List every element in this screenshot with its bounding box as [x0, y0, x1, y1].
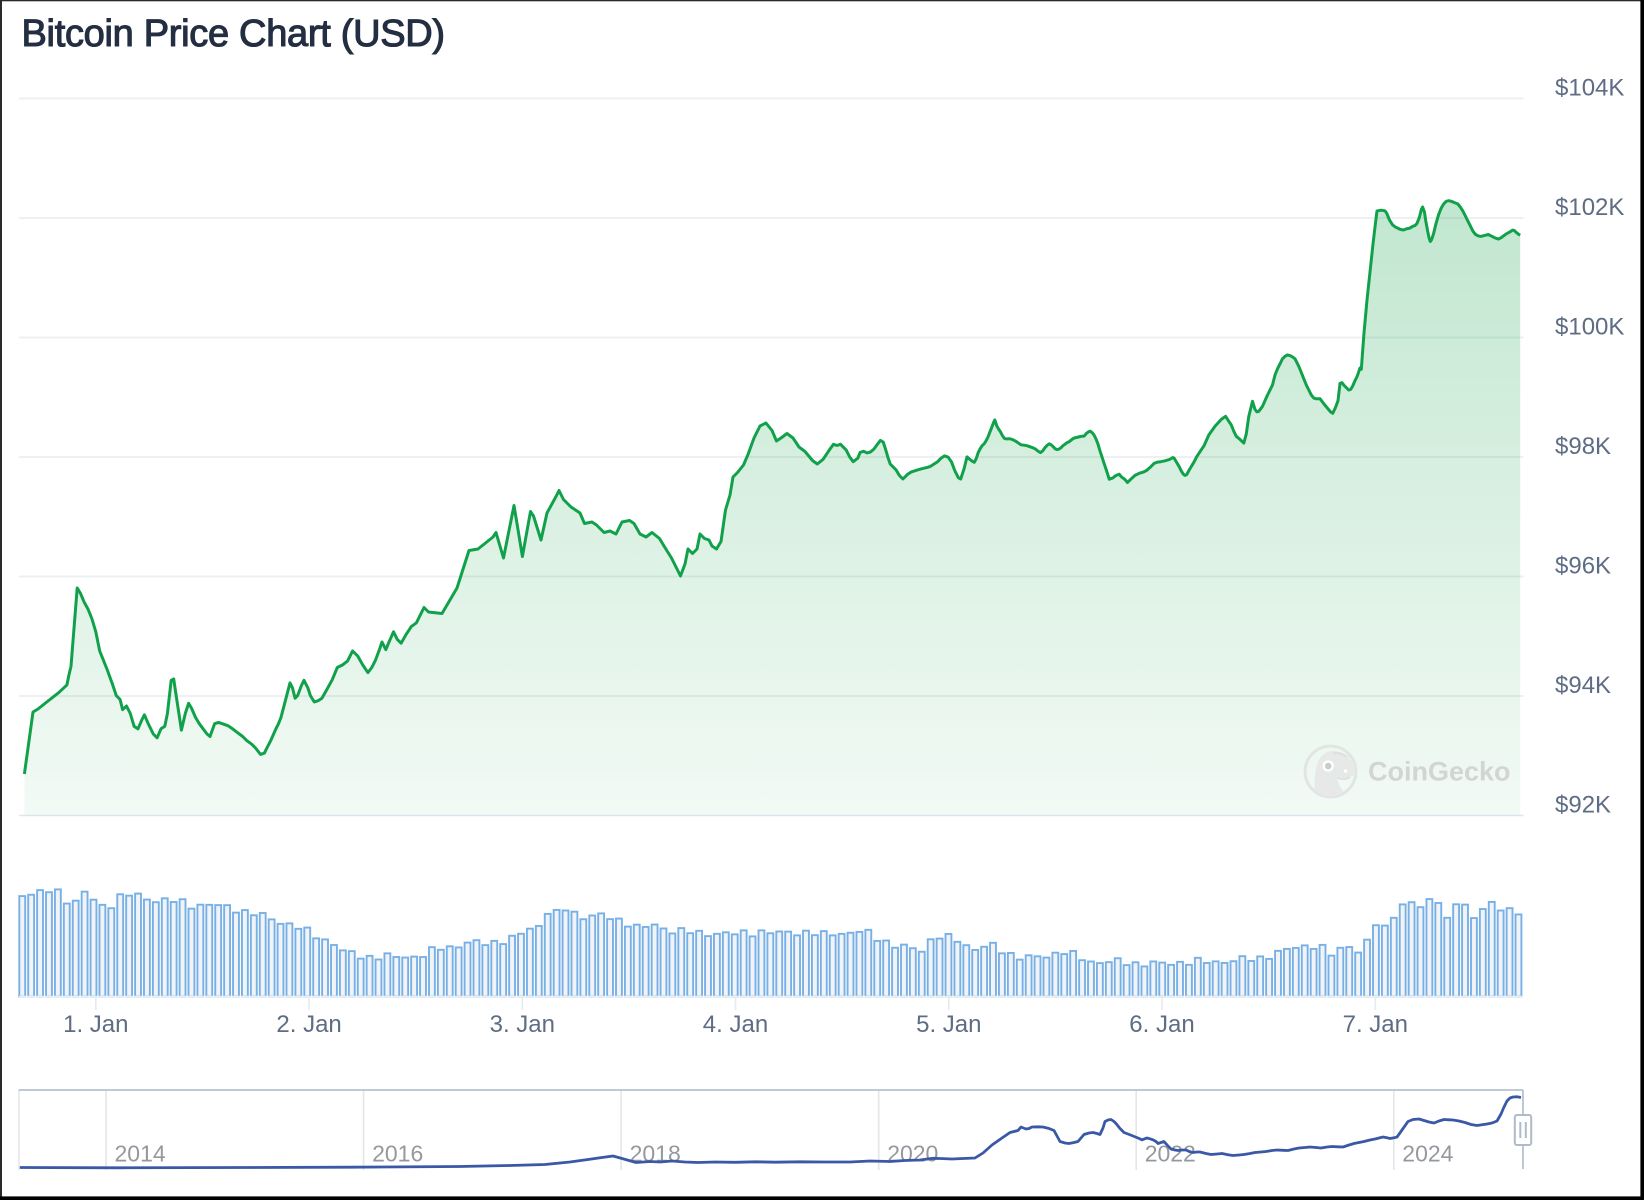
svg-text:2014: 2014: [115, 1141, 166, 1167]
svg-text:5. Jan: 5. Jan: [916, 1011, 981, 1038]
svg-text:2020: 2020: [887, 1141, 938, 1167]
svg-text:1. Jan: 1. Jan: [63, 1011, 128, 1038]
svg-text:$104K: $104K: [1555, 75, 1624, 102]
svg-text:2016: 2016: [372, 1141, 423, 1167]
svg-text:$92K: $92K: [1555, 792, 1611, 819]
svg-text:2022: 2022: [1145, 1141, 1196, 1167]
svg-text:$96K: $96K: [1555, 553, 1611, 580]
svg-text:$100K: $100K: [1555, 314, 1624, 341]
svg-text:2. Jan: 2. Jan: [276, 1011, 341, 1038]
svg-text:7. Jan: 7. Jan: [1343, 1011, 1408, 1038]
svg-text:6. Jan: 6. Jan: [1129, 1011, 1194, 1038]
svg-text:2024: 2024: [1402, 1141, 1453, 1167]
svg-text:4. Jan: 4. Jan: [703, 1011, 768, 1038]
svg-text:3. Jan: 3. Jan: [490, 1011, 555, 1038]
svg-text:$98K: $98K: [1555, 433, 1611, 460]
svg-text:$94K: $94K: [1555, 672, 1611, 699]
svg-text:$102K: $102K: [1555, 194, 1624, 221]
svg-text:CoinGecko: CoinGecko: [1368, 757, 1511, 787]
svg-text:Bitcoin Price Chart (USD): Bitcoin Price Chart (USD): [22, 13, 445, 55]
